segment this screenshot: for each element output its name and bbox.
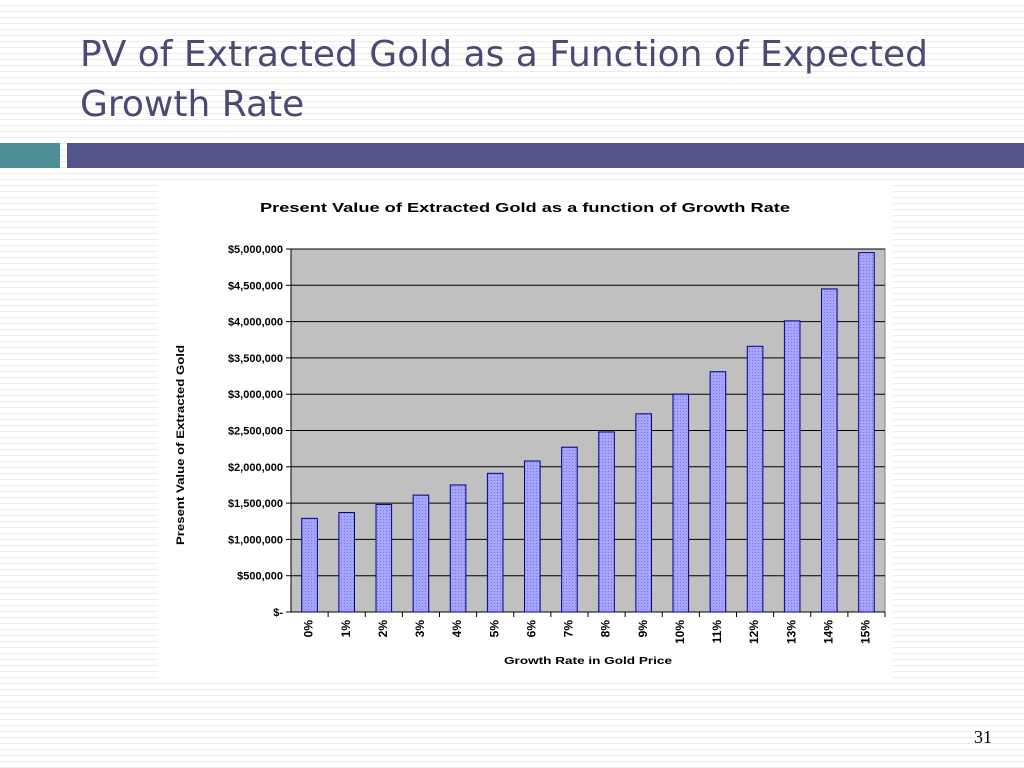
bar <box>561 446 578 613</box>
bar <box>486 472 504 613</box>
x-tick-label: 15% <box>859 620 873 644</box>
y-tick-label: $2,000,000 <box>228 462 283 474</box>
x-tick-label: 11% <box>710 620 724 644</box>
y-tick-label: $5,000,000 <box>228 244 283 256</box>
bar <box>783 320 801 613</box>
bar <box>412 494 430 613</box>
y-tick-label: $- <box>273 607 283 619</box>
y-tick-label: $500,000 <box>237 571 283 583</box>
x-tick-label: 1% <box>339 620 353 638</box>
x-tick-label: 14% <box>821 620 835 644</box>
bar <box>858 252 875 613</box>
y-tick-label: $4,000,000 <box>228 317 283 329</box>
x-tick-label: 9% <box>636 620 650 638</box>
bar <box>449 484 467 613</box>
x-axis-title: Growth Rate in Gold Price <box>504 656 673 667</box>
y-tick-label: $1,000,000 <box>228 534 283 546</box>
chart-panel: Present Value of Extracted Gold as a fun… <box>158 183 893 683</box>
bar <box>672 393 690 613</box>
bar <box>301 517 318 613</box>
y-tick-label: $3,000,000 <box>228 389 283 401</box>
y-tick-label: $2,500,000 <box>228 426 283 438</box>
title-divider-bar <box>67 143 1024 168</box>
bar <box>524 460 541 613</box>
x-tick-label: 5% <box>487 620 501 638</box>
y-axis-title: Present Value of Extracted Gold <box>175 345 187 545</box>
bar <box>709 371 727 613</box>
bar <box>598 431 615 613</box>
chart-title: Present Value of Extracted Gold as a fun… <box>260 200 790 215</box>
title-accent-bar <box>0 143 60 168</box>
bar <box>635 413 652 613</box>
x-tick-label: 12% <box>747 620 761 644</box>
slide-title: PV of Extracted Gold as a Function of Ex… <box>80 34 928 125</box>
x-tick-label: 4% <box>450 620 464 638</box>
bar-chart: Present Value of Extracted Gold as a fun… <box>175 200 886 667</box>
x-tick-label: 7% <box>562 620 576 638</box>
x-tick-label: 3% <box>413 620 427 638</box>
x-tick-label: 8% <box>599 620 613 638</box>
x-tick-label: 10% <box>673 620 687 644</box>
bar <box>746 345 764 613</box>
y-tick-label: $3,500,000 <box>228 353 283 365</box>
slide-number: 31 <box>974 727 992 747</box>
bar <box>375 504 393 613</box>
x-tick-label: 2% <box>376 620 390 638</box>
y-tick-label: $1,500,000 <box>228 498 283 510</box>
x-tick-label: 0% <box>302 620 316 638</box>
x-tick-label: 6% <box>524 620 538 638</box>
y-tick-label: $4,500,000 <box>228 280 283 292</box>
x-tick-label: 13% <box>784 620 798 644</box>
bar <box>821 288 838 613</box>
bar <box>338 512 355 613</box>
